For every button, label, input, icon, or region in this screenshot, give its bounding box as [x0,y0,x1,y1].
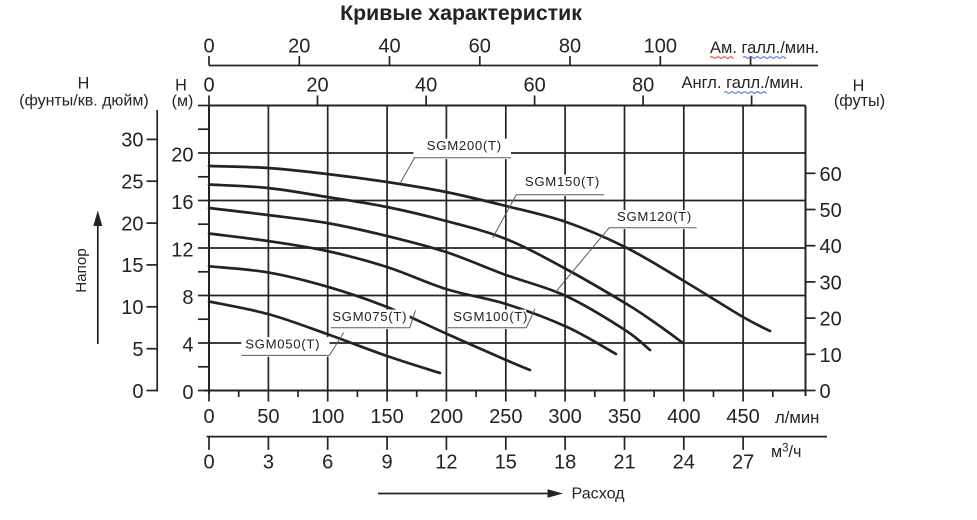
svg-text:250: 250 [489,406,522,428]
svg-text:9: 9 [382,452,393,474]
svg-text:20: 20 [306,75,328,97]
svg-text:60: 60 [820,164,842,186]
svg-text:H: H [853,77,865,95]
svg-text:0: 0 [132,381,143,403]
svg-text:(футы): (футы) [834,92,885,110]
svg-text:0: 0 [203,406,214,428]
svg-text:100: 100 [311,406,344,428]
svg-text:6: 6 [322,452,333,474]
svg-text:100: 100 [644,36,677,58]
svg-text:400: 400 [667,406,700,428]
svg-text:50: 50 [820,200,842,222]
svg-text:20: 20 [121,213,143,235]
svg-text:30: 30 [820,272,842,294]
svg-text:SGM200(T): SGM200(T) [427,138,502,153]
svg-text:Англ. галл./мин.: Англ. галл./мин. [682,74,804,92]
svg-text:21: 21 [613,452,635,474]
svg-text:Кривые характеристик: Кривые характеристик [340,1,582,25]
svg-text:H: H [78,75,90,93]
svg-text:(м): (м) [172,93,194,110]
svg-text:60: 60 [523,75,545,97]
svg-text:SGM100(T): SGM100(T) [453,309,528,324]
svg-text:20: 20 [288,36,310,58]
svg-text:SGM050(T): SGM050(T) [245,336,320,351]
svg-text:25: 25 [121,172,143,194]
svg-text:80: 80 [632,75,654,97]
svg-text:16: 16 [171,192,193,214]
svg-text:27: 27 [732,452,754,474]
svg-text:200: 200 [430,406,463,428]
svg-text:0: 0 [182,382,193,404]
svg-text:450: 450 [726,406,759,428]
svg-text:30: 30 [121,130,143,152]
svg-text:(фунты/кв. дюйм): (фунты/кв. дюйм) [19,92,148,109]
svg-text:50: 50 [257,406,279,428]
svg-text:8: 8 [182,287,193,309]
svg-text:0: 0 [203,452,214,474]
svg-text:24: 24 [673,452,695,474]
svg-text:40: 40 [415,75,437,97]
svg-text:18: 18 [554,452,576,474]
svg-text:SGM120(T): SGM120(T) [617,209,692,224]
svg-text:60: 60 [469,36,491,58]
svg-text:350: 350 [608,406,641,428]
svg-text:4: 4 [182,335,193,357]
svg-text:0: 0 [203,36,214,58]
svg-text:10: 10 [121,297,143,319]
svg-text:12: 12 [171,240,193,262]
svg-text:15: 15 [495,452,517,474]
svg-text:10: 10 [820,345,842,367]
svg-text:0: 0 [820,381,831,403]
svg-text:12: 12 [435,452,457,474]
svg-text:Расход: Расход [572,485,626,503]
svg-text:40: 40 [378,36,400,58]
svg-text:40: 40 [820,236,842,258]
svg-text:Напор: Напор [73,248,90,293]
svg-text:15: 15 [121,255,143,277]
svg-text:SGM150(T): SGM150(T) [525,174,600,189]
svg-text:0: 0 [203,75,214,97]
svg-text:м3/ч: м3/ч [771,443,801,462]
svg-text:20: 20 [171,145,193,167]
svg-text:3: 3 [263,452,274,474]
svg-text:80: 80 [559,36,581,58]
svg-text:SGM075(T): SGM075(T) [332,309,407,324]
svg-text:300: 300 [548,406,581,428]
svg-text:л/мин: л/мин [775,408,819,427]
svg-text:20: 20 [820,309,842,331]
svg-text:5: 5 [132,339,143,361]
svg-text:H: H [175,77,187,95]
svg-text:150: 150 [370,406,403,428]
svg-text:Ам. галл./мин.: Ам. галл./мин. [710,39,819,57]
